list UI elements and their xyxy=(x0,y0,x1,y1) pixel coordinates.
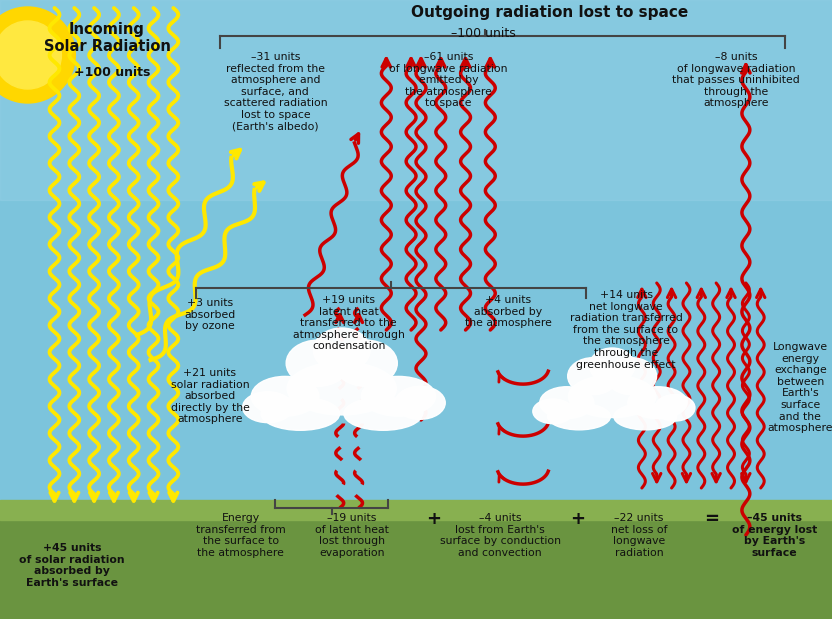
Text: +4 units
absorbed by
the atmosphere: +4 units absorbed by the atmosphere xyxy=(465,295,552,328)
Text: =: = xyxy=(704,510,719,528)
Ellipse shape xyxy=(606,358,657,395)
Ellipse shape xyxy=(344,397,423,430)
Ellipse shape xyxy=(261,397,339,430)
Text: Longwave
energy
exchange
between
Earth's
surface
and the
atmosphere: Longwave energy exchange between Earth's… xyxy=(768,342,833,433)
Text: –19 units
of latent heat
lost through
evaporation: –19 units of latent heat lost through ev… xyxy=(315,513,389,558)
Ellipse shape xyxy=(334,340,397,386)
Text: Incoming
Solar Radiation: Incoming Solar Radiation xyxy=(44,22,171,54)
Ellipse shape xyxy=(533,399,573,423)
Text: –22 units
net loss of
longwave
radiation: –22 units net loss of longwave radiation xyxy=(611,513,667,558)
Text: +100 units: +100 units xyxy=(74,66,150,79)
Ellipse shape xyxy=(540,387,594,418)
Ellipse shape xyxy=(287,362,396,415)
Ellipse shape xyxy=(568,358,618,395)
Text: +21 units
solar radiation
absorbed
directly by the
atmosphere: +21 units solar radiation absorbed direc… xyxy=(171,368,249,425)
Ellipse shape xyxy=(395,386,445,419)
Ellipse shape xyxy=(286,340,349,386)
Text: +45 units
of solar radiation
absorbed by
Earth's surface: +45 units of solar radiation absorbed by… xyxy=(19,543,125,588)
Text: +14 units
net longwave
radiation transferred
from the surface to
the atmosphere
: +14 units net longwave radiation transfe… xyxy=(570,290,682,370)
Text: +19 units
latent heat
transferred to the
atmosphere through
condensation: +19 units latent heat transferred to the… xyxy=(292,295,405,352)
Ellipse shape xyxy=(251,376,319,416)
Ellipse shape xyxy=(361,376,435,416)
Ellipse shape xyxy=(655,395,695,421)
Text: –8 units
of longwave radiation
that passes uninhibited
through the
atmosphere: –8 units of longwave radiation that pass… xyxy=(672,52,800,108)
Text: –31 units
reflected from the
atmosphere and
surface, and
scattered radiation
los: –31 units reflected from the atmosphere … xyxy=(223,52,328,132)
Bar xyxy=(0,510,832,619)
Circle shape xyxy=(0,21,61,89)
Text: +: + xyxy=(570,510,585,528)
Ellipse shape xyxy=(590,348,635,383)
Ellipse shape xyxy=(614,404,677,430)
Ellipse shape xyxy=(627,387,687,418)
Text: –61 units
of longwave radiation
emitted by
the atmosphere
to space: –61 units of longwave radiation emitted … xyxy=(390,52,508,108)
Ellipse shape xyxy=(313,328,370,372)
Ellipse shape xyxy=(548,404,611,430)
Bar xyxy=(0,0,832,200)
Ellipse shape xyxy=(569,375,656,418)
Bar xyxy=(0,0,832,510)
Text: Energy
transferred from
the surface to
the atmosphere: Energy transferred from the surface to t… xyxy=(196,513,286,558)
Text: –100 units: –100 units xyxy=(451,27,516,40)
Text: –45 units
of energy lost
by Earth's
surface: –45 units of energy lost by Earth's surf… xyxy=(732,513,817,558)
Text: –4 units
lost from Earth's
surface by conduction
and convection: –4 units lost from Earth's surface by co… xyxy=(439,513,561,558)
Text: Outgoing radiation lost to space: Outgoing radiation lost to space xyxy=(411,5,688,20)
Circle shape xyxy=(0,7,76,103)
Ellipse shape xyxy=(243,392,292,423)
Text: +: + xyxy=(427,510,441,528)
Bar xyxy=(0,500,832,520)
Text: +3 units
absorbed
by ozone: +3 units absorbed by ozone xyxy=(184,298,235,331)
